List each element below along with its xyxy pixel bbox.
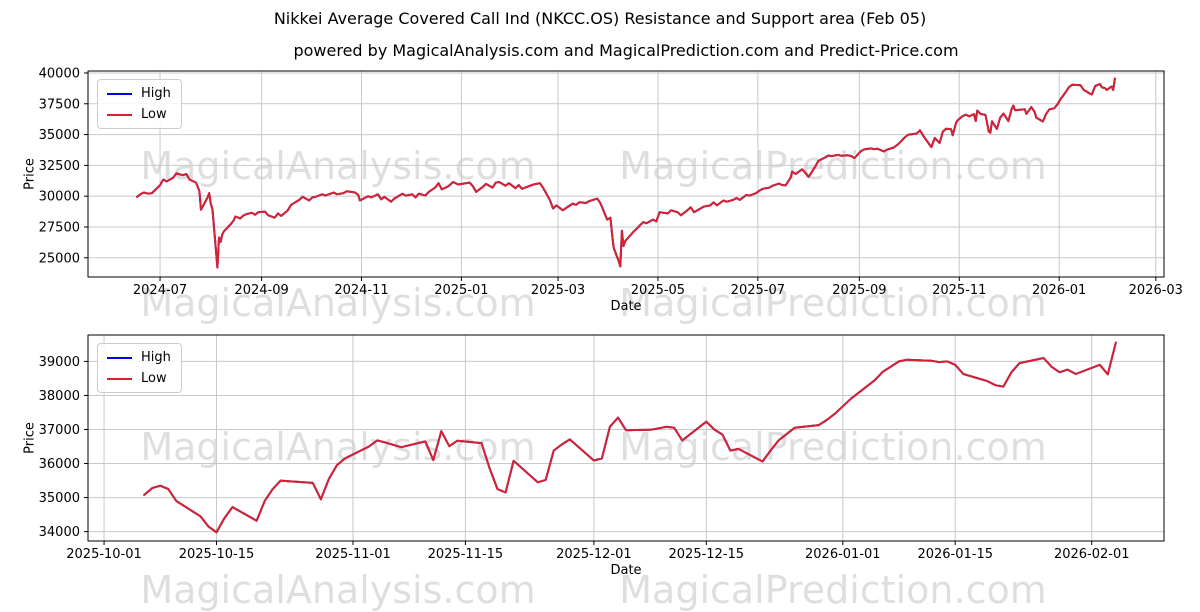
y-axis-title-bottom: Price [22,422,38,454]
y-tick-label: 40000 [39,66,80,81]
figure-title: Nikkei Average Covered Call Ind (NKCC.OS… [273,9,927,28]
x-axis-title-bottom: Date [610,563,642,578]
watermark-text: MagicalPrediction.com [619,144,1047,188]
x-tick-label: 2024-09 [234,283,288,298]
watermark-text: MagicalAnalysis.com [140,144,536,188]
x-tick-label: 2025-12-15 [669,547,745,562]
legend-item-high: High [107,86,171,101]
legend-label-low: Low [141,371,167,386]
watermark-text: MagicalPrediction.com [619,425,1047,469]
low-line-swatch [107,113,132,116]
legend-label-high: High [141,86,171,101]
legend-label-low: Low [141,107,167,122]
x-tick-label: 2025-12-01 [556,547,632,562]
y-tick-label: 35000 [39,128,80,143]
x-tick-label: 2025-05 [631,283,685,298]
y-tick-label: 39000 [39,355,80,370]
x-tick-label: 2024-07 [133,283,187,298]
y-tick-label: 38000 [39,389,80,404]
series-line-low [143,341,1117,534]
watermark-text: MagicalAnalysis.com [140,425,536,469]
legend-item-high: High [107,350,171,365]
x-tick-label: 2025-09 [832,283,886,298]
y-tick-label: 32500 [39,159,80,174]
legend-top-chart: High Low [97,79,182,129]
x-tick-label: 2026-02-01 [1054,547,1130,562]
series-line-low [136,77,1116,269]
axis-ticks: 25000 27500 30000 32500 35000 37500 40000 2024-… [39,66,1183,298]
y-tick-label: 30000 [39,190,80,205]
x-tick-label: 2025-10-15 [179,547,255,562]
x-tick-label: 2025-11-01 [315,547,391,562]
y-axis-title-top: Price [22,158,38,190]
x-tick-label: 2026-03 [1129,283,1183,298]
legend-item-low: Low [107,372,169,385]
x-tick-label: 2024-11 [334,283,388,298]
x-tick-label: 2025-01 [434,283,488,298]
y-tick-label: 37500 [39,97,80,112]
figure-subtitle: powered by MagicalAnalysis.com and Magic… [293,41,959,60]
x-tick-label: 2025-11 [932,283,986,298]
watermark-text: MagicalAnalysis.com [140,281,536,325]
y-tick-label: 27500 [39,220,80,235]
legend-label-high: High [141,350,171,365]
x-axis-title-top: Date [610,299,642,314]
x-tick-label: 2025-03 [531,283,585,298]
chart-full-history: 25000 27500 30000 32500 35000 37500 40000 2024-… [39,66,1183,298]
x-tick-label: 2025-11-15 [428,547,504,562]
gridlines [88,335,1164,541]
axis-ticks: 34000 35000 36000 37000 38000 39000 2025-10-01… [39,355,1130,562]
x-tick-label: 2026-01 [1032,283,1086,298]
x-tick-label: 2026-01-15 [917,547,993,562]
chart-recent-four-months: 34000 35000 36000 37000 38000 39000 2025-10-01… [39,334,1165,562]
plot-frame [87,334,1165,542]
series-line-high [143,341,1117,534]
gridlines [88,71,1164,277]
x-tick-label: 2025-07 [731,283,785,298]
y-tick-label: 37000 [39,423,80,438]
legend-item-low: Low [107,108,169,121]
y-tick-label: 36000 [39,457,80,472]
legend-bottom-chart: High Low [97,343,182,393]
y-tick-label: 25000 [39,251,80,266]
x-tick-label: 2025-10-01 [66,547,142,562]
y-tick-label: 35000 [39,491,80,506]
high-line-swatch [107,356,132,359]
watermark-text: MagicalPrediction.com [619,281,1047,325]
x-tick-label: 2026-01-01 [805,547,881,562]
plot-frame [87,70,1165,278]
low-line-swatch [107,377,132,380]
y-tick-label: 34000 [39,525,80,540]
high-line-swatch [107,92,132,95]
